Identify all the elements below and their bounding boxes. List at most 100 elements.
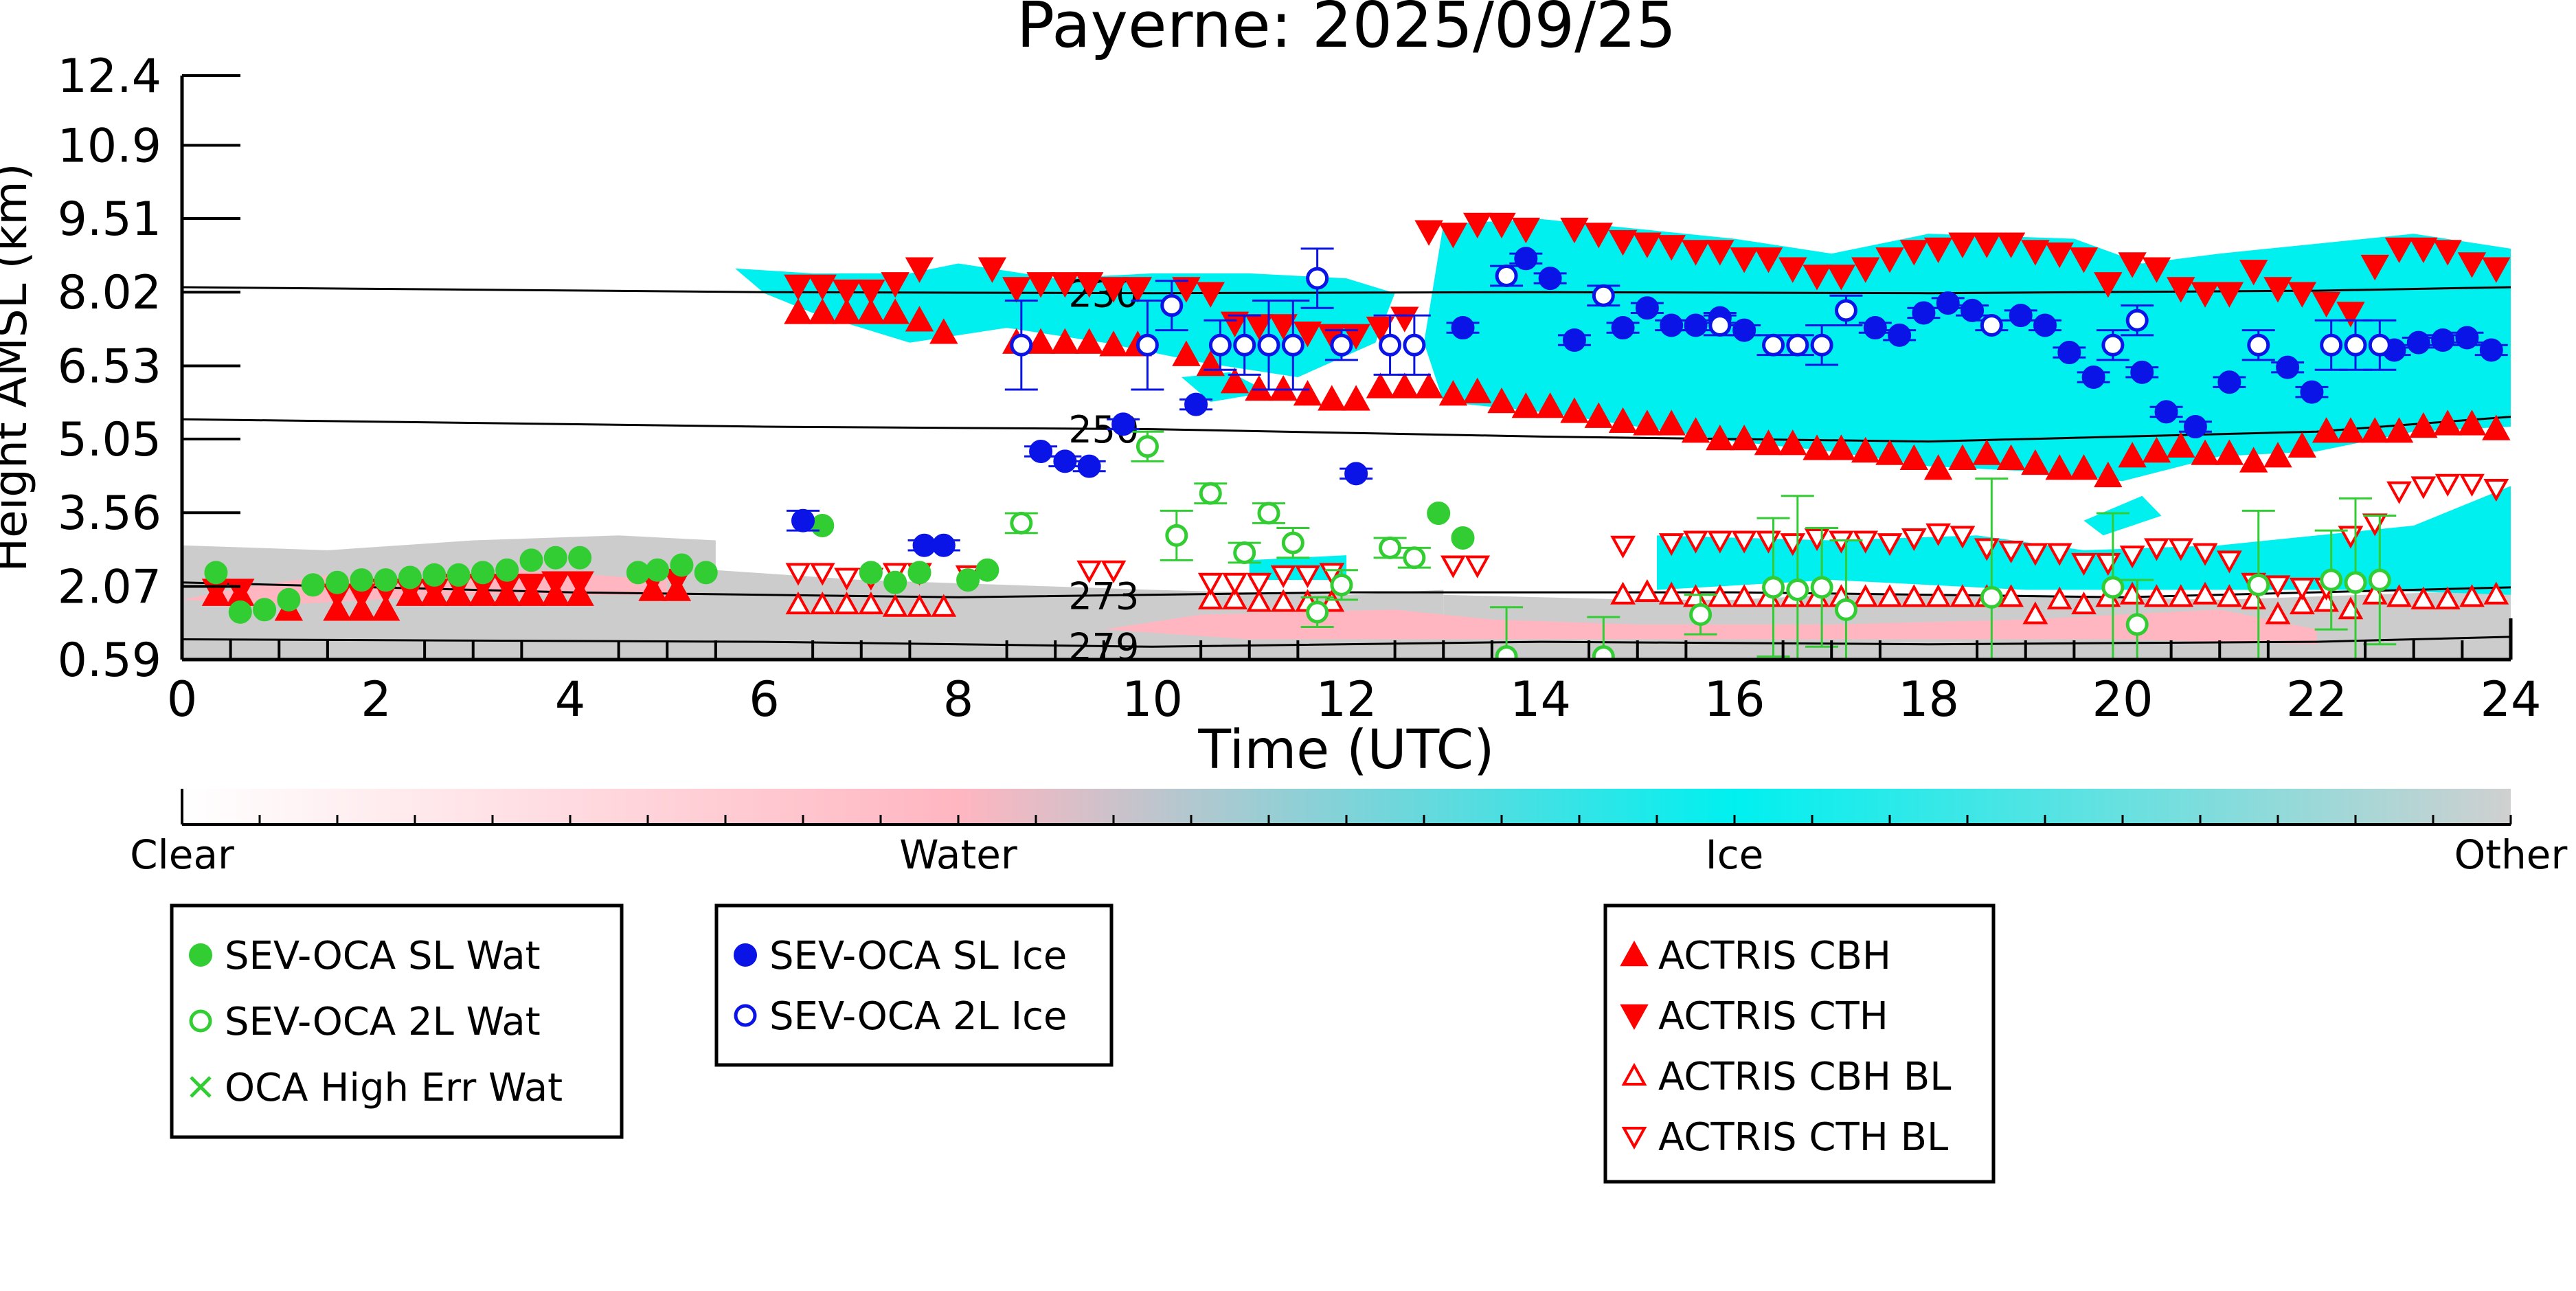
data-point: [1834, 598, 1857, 621]
data-point: [1366, 316, 1395, 343]
data-point: [1208, 333, 1232, 357]
data-point: [2287, 431, 2317, 458]
isotherm-label: 273: [1068, 575, 1139, 618]
data-point: [1877, 584, 1903, 607]
data-point: [1610, 581, 1636, 605]
data-point: [1495, 264, 1518, 287]
legend-marker: [189, 943, 212, 967]
data-point: [882, 594, 908, 617]
data-point: [834, 568, 859, 591]
data-point: [1899, 444, 1929, 470]
data-point: [2336, 302, 2365, 328]
data-point: [2046, 543, 2072, 566]
data-point: [1281, 333, 1304, 357]
data-point: [1683, 530, 1708, 554]
data-point: [1246, 589, 1272, 612]
series-actris-cbh: [201, 298, 2511, 621]
data-point: [811, 513, 835, 537]
data-point: [1560, 397, 1589, 423]
data-point: [1778, 429, 1807, 456]
data-point: [905, 306, 934, 332]
data-point: [1414, 372, 1443, 398]
data-point: [834, 591, 859, 615]
data-point: [1438, 380, 1468, 406]
data-point: [2191, 282, 2219, 308]
data-point: [2125, 613, 2149, 636]
data-point: [1853, 584, 1879, 607]
data-point: [1002, 277, 1031, 303]
data-point: [1732, 318, 1756, 342]
series-sev-oca-2l-wat: [1004, 430, 2397, 660]
data-point: [1950, 526, 1976, 549]
data-point: [670, 553, 694, 577]
x-tick-label: 12: [1315, 671, 1377, 728]
data-point: [2216, 584, 2242, 607]
x-tick-label: 16: [1704, 671, 1765, 728]
data-point: [1810, 576, 1833, 599]
data-point: [2057, 341, 2081, 365]
data-point: [1762, 576, 1785, 599]
data-point: [883, 570, 907, 594]
data-point: [2125, 308, 2149, 332]
data-point: [2265, 575, 2291, 598]
legend-entry-label: OCA High Err Wat: [225, 1066, 563, 1110]
data-point: [2386, 481, 2412, 504]
data-point: [2192, 581, 2218, 605]
data-point: [1899, 240, 1929, 266]
legend-marker: [189, 1009, 212, 1033]
legend-marker: [1621, 1127, 1647, 1150]
data-point: [517, 574, 546, 600]
data-point: [1996, 444, 2026, 470]
data-series: [201, 212, 2511, 660]
data-point: [2360, 254, 2389, 281]
data-point: [1689, 603, 1713, 627]
data-point: [1511, 392, 1541, 418]
data-point: [1514, 247, 1538, 271]
data-point: [1923, 237, 1953, 263]
data-point: [2409, 237, 2438, 263]
x-tick-label: 8: [943, 671, 974, 728]
data-point: [931, 594, 957, 617]
data-point: [2009, 304, 2033, 328]
data-point: [907, 594, 932, 617]
x-tick-label: 24: [2480, 671, 2541, 728]
data-point: [1246, 572, 1272, 596]
data-point: [1270, 589, 1296, 612]
data-point: [1658, 533, 1684, 557]
data-point: [1010, 333, 1033, 357]
data-point: [1026, 328, 1055, 354]
data-point: [2320, 568, 2343, 592]
data-point: [2368, 568, 2391, 592]
data-point: [2431, 328, 2455, 352]
data-point: [1222, 572, 1247, 596]
data-point: [1390, 306, 1419, 333]
data-point: [1233, 541, 1256, 565]
data-point: [956, 568, 980, 592]
isotherm-line: [182, 636, 2511, 648]
data-point: [2119, 546, 2145, 569]
data-point: [809, 591, 835, 615]
x-tick-label: 2: [361, 671, 392, 728]
data-point: [785, 563, 811, 586]
data-point: [1948, 232, 1977, 258]
x-tick-label: 6: [749, 671, 780, 728]
data-point: [1136, 333, 1159, 357]
data-point: [1684, 313, 1708, 337]
data-point: [2247, 333, 2270, 357]
data-point: [2130, 360, 2154, 384]
data-point: [1270, 565, 1296, 589]
data-point: [1050, 272, 1080, 298]
data-point: [2118, 252, 2147, 278]
data-point: [2183, 415, 2207, 439]
data-point: [1980, 313, 2003, 337]
legend: SEV-OCA SL Wat SEV-OCA 2L Wat OCA High Err…: [170, 903, 1996, 1184]
data-point: [1707, 530, 1733, 554]
cloud-region-water: [1103, 609, 2317, 644]
data-point: [1440, 555, 1466, 579]
data-point: [2239, 447, 2268, 473]
data-point: [1875, 247, 1904, 273]
data-point: [1754, 247, 1783, 273]
data-point: [1731, 530, 1757, 554]
data-point: [1730, 247, 1759, 273]
data-point: [2459, 584, 2485, 607]
